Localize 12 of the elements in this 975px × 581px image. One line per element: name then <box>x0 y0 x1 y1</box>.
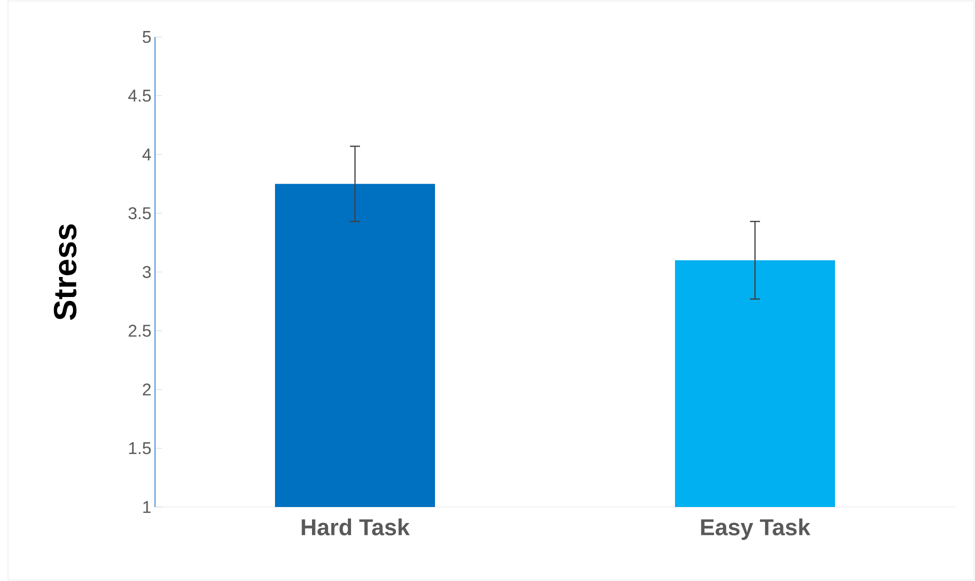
y-axis-title: Stress <box>54 224 76 320</box>
y-tick-label: 4 <box>142 148 151 160</box>
y-tick-label: 1 <box>143 501 151 513</box>
y-tick-label: 3 <box>142 266 151 278</box>
x-tick-label: Easy Task <box>701 518 810 540</box>
y-tick-label: 4.5 <box>128 90 151 102</box>
y-tick-label: 2.5 <box>128 324 151 337</box>
y-tick-label: 3.5 <box>128 207 151 220</box>
y-tick-label: 2 <box>142 384 151 396</box>
x-tick-label: Hard Task <box>302 518 410 536</box>
y-tick-label: 5 <box>142 31 151 43</box>
y-tick-label: 1.5 <box>129 442 151 454</box>
